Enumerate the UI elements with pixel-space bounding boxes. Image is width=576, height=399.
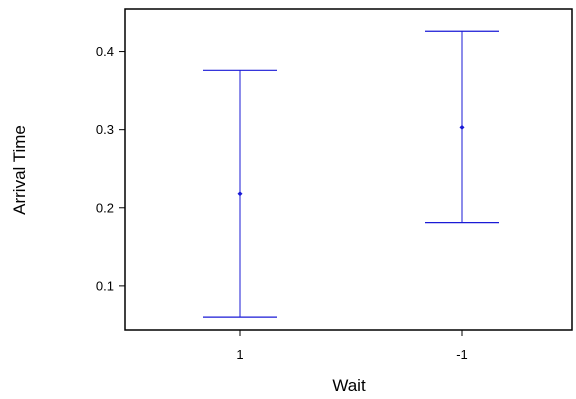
- plot-frame: [124, 8, 573, 331]
- y-axis-title: Arrival Time: [10, 125, 29, 215]
- y-axis: 0.1 0.2 0.3 0.4: [96, 44, 125, 293]
- y-tick-label: 0.4: [96, 44, 114, 59]
- x-axis: 1 -1: [236, 330, 468, 362]
- x-axis-title: Wait: [332, 376, 366, 395]
- y-tick-label: 0.2: [96, 200, 114, 215]
- x-tick-label: 1: [236, 347, 243, 362]
- error-bars: [203, 30, 499, 318]
- mean-point: [237, 191, 243, 197]
- y-tick-label: 0.1: [96, 278, 114, 293]
- mean-point: [459, 124, 465, 130]
- y-tick-label: 0.3: [96, 122, 114, 137]
- x-tick-label: -1: [456, 347, 468, 362]
